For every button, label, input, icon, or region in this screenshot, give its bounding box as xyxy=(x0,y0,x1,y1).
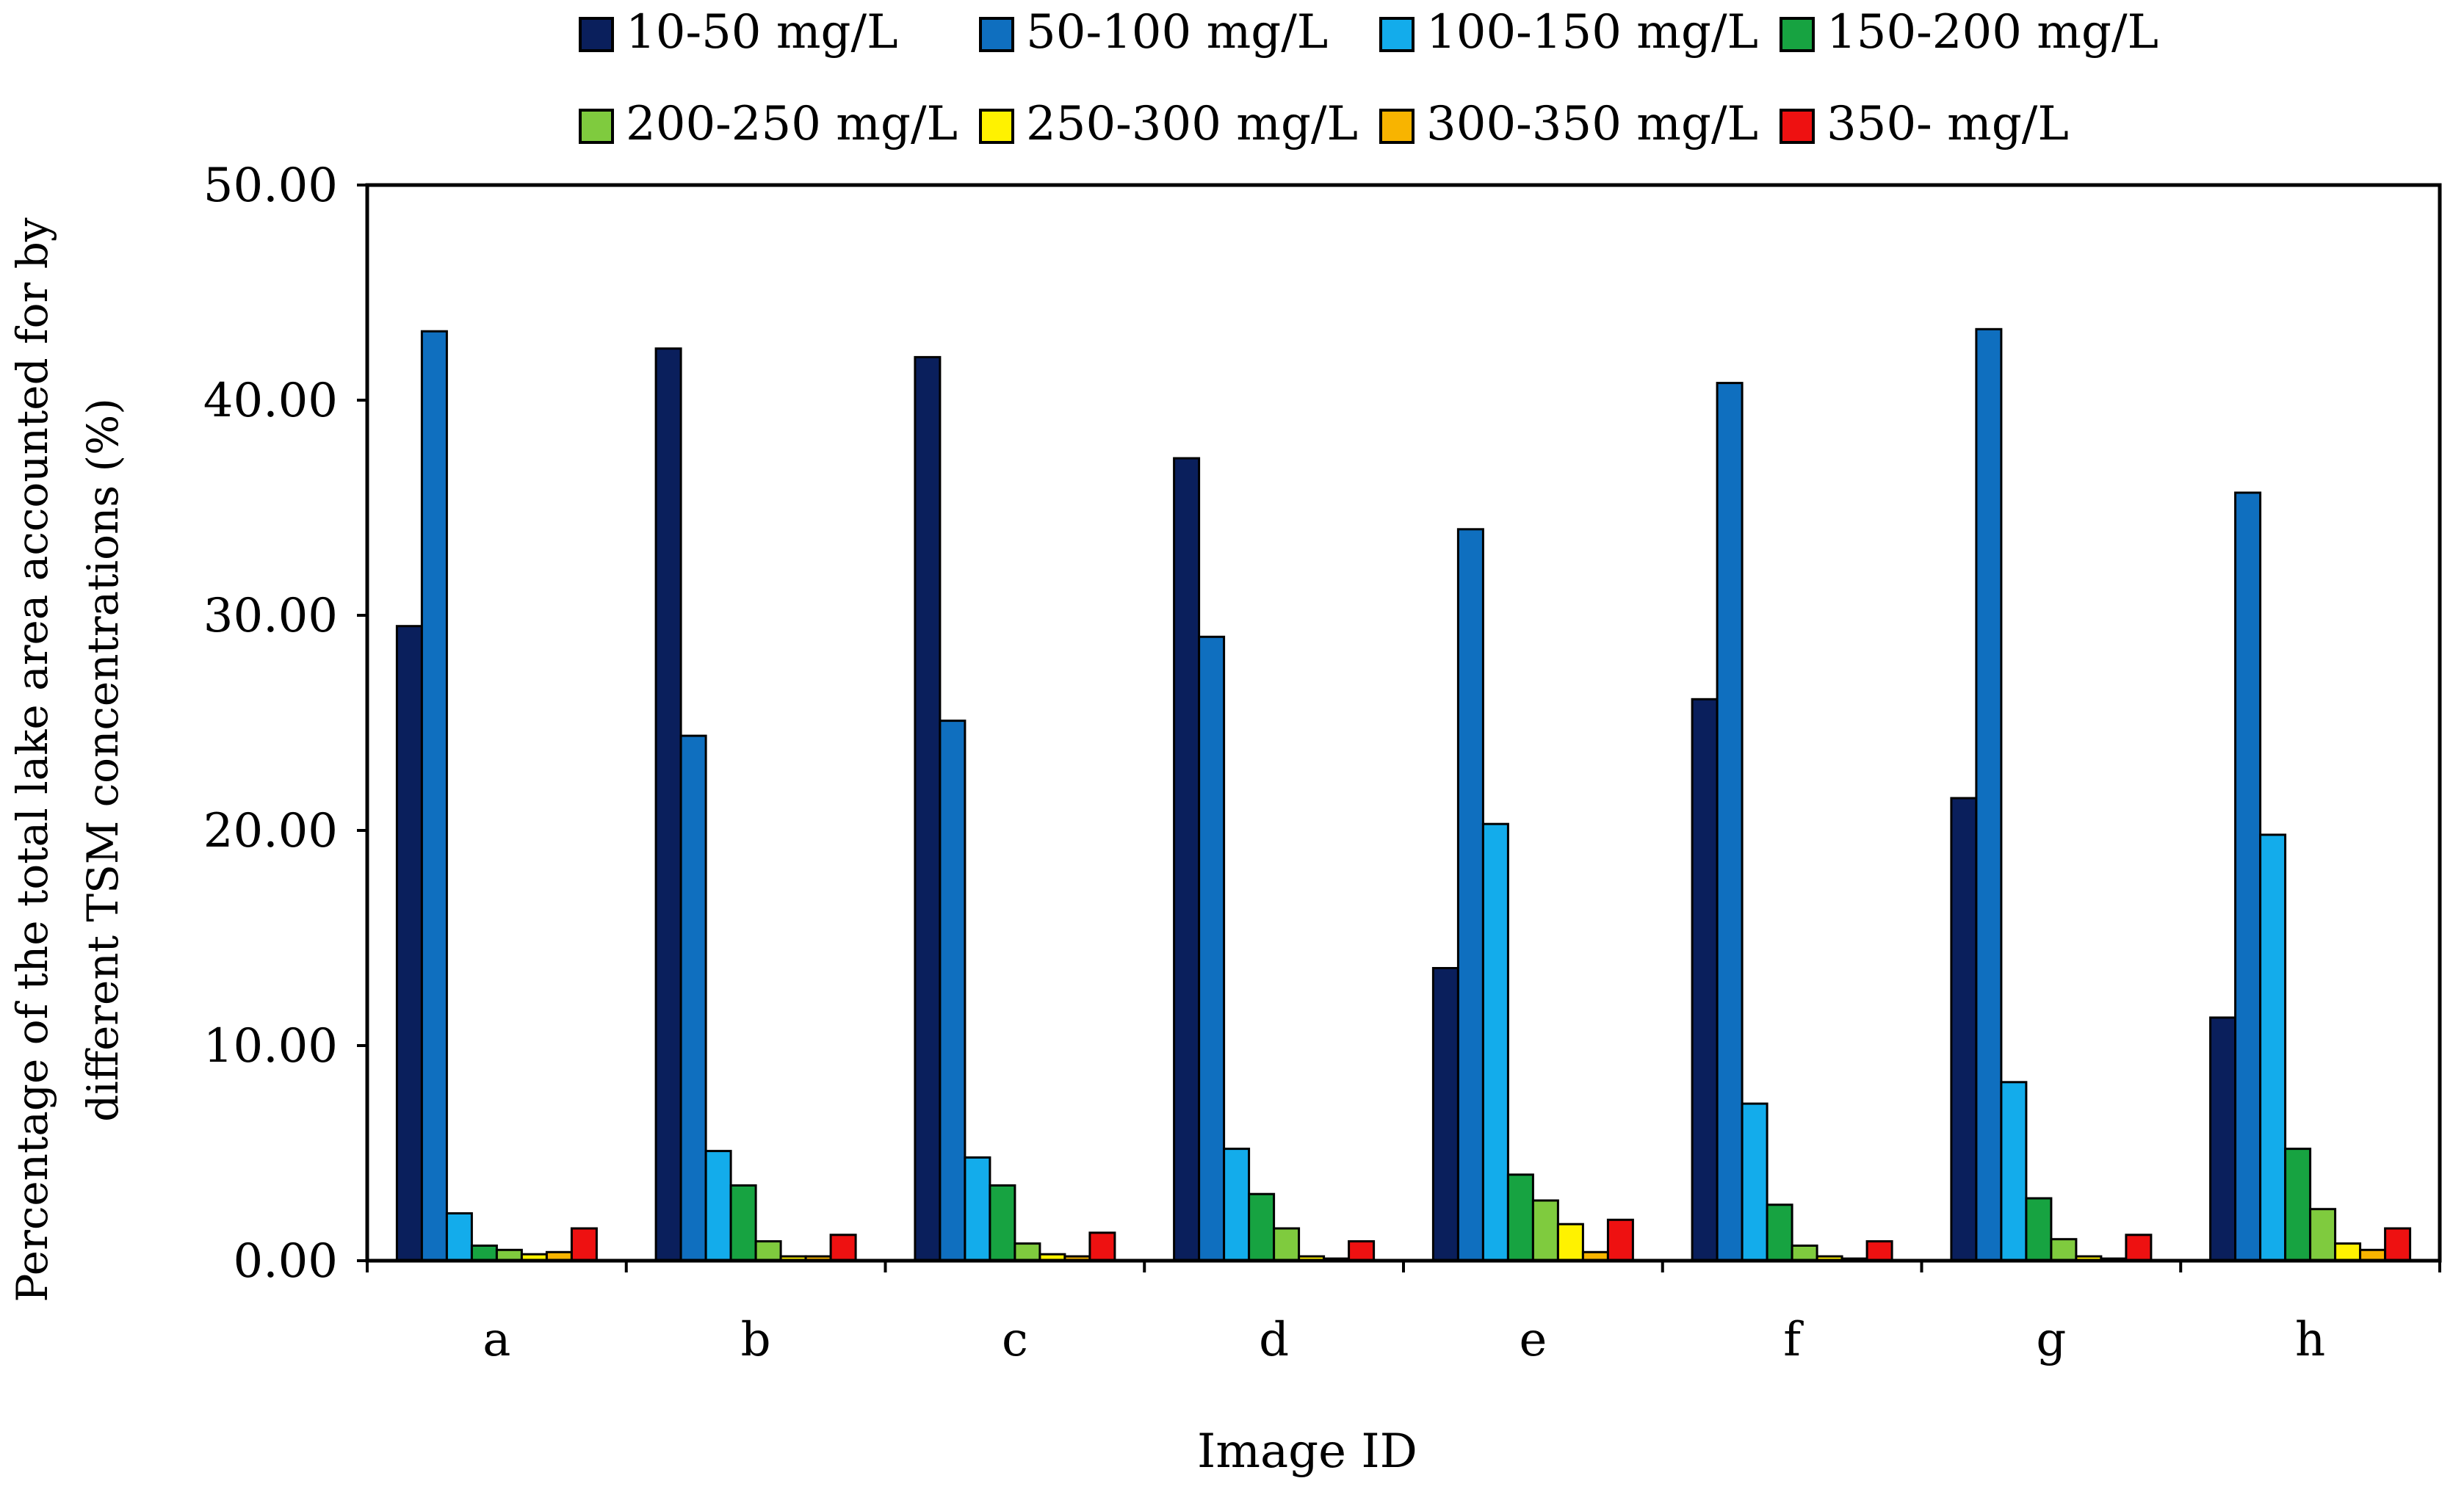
legend-label: 150-200 mg/L xyxy=(1827,5,2158,59)
legend-swatch xyxy=(1780,17,1815,52)
y-tick-label: 20.00 xyxy=(203,804,338,858)
bar-200-250-mg-L-g xyxy=(2050,1238,2078,1262)
legend-swatch xyxy=(979,109,1014,144)
bar-100-150-mg-L-f xyxy=(1741,1102,1768,1262)
bar-250-300-mg-L-h xyxy=(2334,1242,2362,1262)
y-axis-title-line-1: Percentage of the total lake area accoun… xyxy=(7,217,57,1302)
bar-150-200-mg-L-a xyxy=(470,1245,498,1262)
bar-10-50-mg-L-a xyxy=(395,625,423,1262)
bar-10-50-mg-L-c xyxy=(914,355,942,1262)
bar-200-250-mg-L-e xyxy=(1531,1199,1559,1262)
bar-10-50-mg-L-d xyxy=(1173,457,1201,1262)
bar-200-250-mg-L-f xyxy=(1791,1245,1818,1262)
y-tick-label: 10.00 xyxy=(203,1019,338,1073)
bar-350-mg-L-e xyxy=(1606,1218,1634,1262)
bar-200-250-mg-L-d xyxy=(1273,1227,1301,1262)
legend-swatch xyxy=(979,17,1014,52)
bar-100-150-mg-L-h xyxy=(2259,833,2287,1262)
y-tick-label: 0.00 xyxy=(234,1234,339,1289)
legend-item-150-200-mg-L: 150-200 mg/L xyxy=(1780,5,2158,59)
bar-150-200-mg-L-h xyxy=(2284,1148,2312,1262)
legend: 10-50 mg/L 50-100 mg/L 100-150 mg/L 150-200… xyxy=(579,5,2158,151)
bar-10-50-mg-L-h xyxy=(2209,1016,2237,1262)
bar-50-100-mg-L-b xyxy=(679,734,707,1262)
y-axis: 0.00 10.00 20.00 30.00 40.00 50.00 xyxy=(203,159,367,1289)
legend-item-50-100-mg-L: 50-100 mg/L xyxy=(979,5,1328,59)
bar-250-300-mg-L-e xyxy=(1556,1223,1584,1262)
legend-label: 350- mg/L xyxy=(1827,97,2069,151)
legend-swatch xyxy=(579,17,614,52)
bar-100-150-mg-L-d xyxy=(1223,1148,1251,1262)
x-axis: a b c d e f g h xyxy=(366,1261,2441,1367)
bar-200-250-mg-L-c xyxy=(1014,1242,1041,1262)
legend-label: 100-150 mg/L xyxy=(1426,5,1758,59)
bar-100-150-mg-L-a xyxy=(445,1212,473,1262)
bar-50-100-mg-L-c xyxy=(939,720,967,1262)
x-tick-label-a: a xyxy=(483,1313,510,1367)
legend-item-10-50-mg-L: 10-50 mg/L xyxy=(579,5,898,59)
x-tick-label-f: f xyxy=(1783,1313,1804,1367)
y-axis-title-line-2: different TSM concentrations (%) xyxy=(78,398,128,1122)
x-tick-label-b: b xyxy=(741,1313,771,1367)
bar-50-100-mg-L-f xyxy=(1716,382,1744,1262)
bar-50-100-mg-L-a xyxy=(420,330,448,1262)
legend-swatch xyxy=(579,109,614,144)
bar-10-50-mg-L-e xyxy=(1431,967,1459,1262)
bar-350-mg-L-f xyxy=(1865,1240,1893,1262)
bar-350-mg-L-d xyxy=(1348,1240,1376,1262)
legend-item-200-250-mg-L: 200-250 mg/L xyxy=(579,97,958,151)
bar-100-150-mg-L-g xyxy=(2000,1081,2028,1262)
x-tick-label-d: d xyxy=(1259,1313,1289,1367)
plot-area xyxy=(365,183,2442,1263)
bar-150-200-mg-L-c xyxy=(989,1184,1016,1262)
bar-350-mg-L-a xyxy=(570,1227,598,1262)
bar-10-50-mg-L-f xyxy=(1691,698,1719,1262)
bar-150-200-mg-L-f xyxy=(1766,1203,1793,1262)
legend-label: 200-250 mg/L xyxy=(626,97,958,151)
bar-10-50-mg-L-b xyxy=(654,347,682,1262)
y-tick-label: 50.00 xyxy=(203,159,338,213)
legend-item-350-mg-L: 350- mg/L xyxy=(1780,97,2069,151)
bar-200-250-mg-L-b xyxy=(754,1240,782,1262)
y-tick-label: 30.00 xyxy=(203,589,338,643)
x-tick-label-c: c xyxy=(1002,1313,1028,1367)
bar-350-mg-L-h xyxy=(2384,1227,2412,1262)
legend-swatch xyxy=(1780,109,1815,144)
bar-50-100-mg-L-g xyxy=(1975,327,2003,1262)
legend-swatch xyxy=(1379,17,1415,52)
legend-swatch xyxy=(1379,109,1415,144)
bar-150-200-mg-L-b xyxy=(729,1184,757,1262)
legend-label: 300-350 mg/L xyxy=(1426,97,1758,151)
bar-100-150-mg-L-b xyxy=(704,1150,732,1262)
bar-350-mg-L-g xyxy=(2125,1234,2153,1262)
legend-label: 50-100 mg/L xyxy=(1026,5,1328,59)
bar-50-100-mg-L-d xyxy=(1198,635,1226,1262)
legend-item-250-300-mg-L: 250-300 mg/L xyxy=(979,97,1358,151)
x-tick-label-h: h xyxy=(2295,1313,2325,1367)
bar-350-mg-L-b xyxy=(829,1234,857,1262)
x-tick-label-e: e xyxy=(1519,1313,1547,1367)
bar-150-200-mg-L-d xyxy=(1248,1192,1276,1262)
y-tick-label: 40.00 xyxy=(203,374,338,428)
legend-item-100-150-mg-L: 100-150 mg/L xyxy=(1379,5,1758,59)
x-axis-title: Image ID xyxy=(1197,1424,1417,1479)
legend-item-300-350-mg-L: 300-350 mg/L xyxy=(1379,97,1758,151)
bar-200-250-mg-L-h xyxy=(2309,1208,2337,1262)
bar-150-200-mg-L-e xyxy=(1506,1173,1534,1262)
bar-100-150-mg-L-c xyxy=(964,1156,991,1262)
legend-label: 10-50 mg/L xyxy=(626,5,898,59)
bar-50-100-mg-L-e xyxy=(1456,528,1484,1262)
bar-100-150-mg-L-e xyxy=(1481,822,1509,1262)
x-tick-label-g: g xyxy=(2036,1313,2066,1367)
bar-150-200-mg-L-g xyxy=(2025,1197,2053,1262)
bar-10-50-mg-L-g xyxy=(1950,797,1978,1262)
bar-50-100-mg-L-h xyxy=(2234,491,2262,1262)
legend-label: 250-300 mg/L xyxy=(1026,97,1358,151)
bar-350-mg-L-c xyxy=(1088,1231,1116,1262)
